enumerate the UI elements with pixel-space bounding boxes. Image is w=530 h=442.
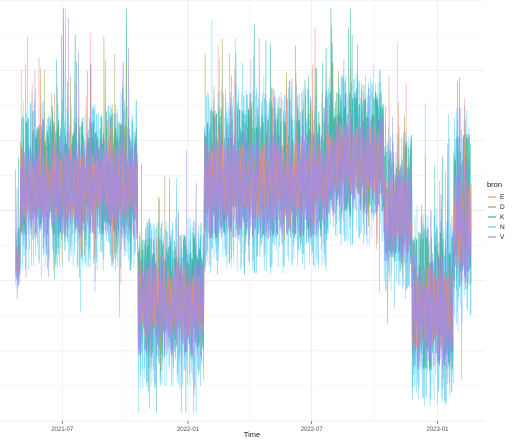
legend-label-E: E xyxy=(500,194,505,201)
x-tick-label: 2022-01 xyxy=(177,427,200,433)
legend-label-V: V xyxy=(500,234,505,241)
legend-label-D: D xyxy=(500,204,505,211)
x-axis: 2021-07 2022-01 2022-07 2023-01 xyxy=(51,421,449,433)
series-line-V xyxy=(15,18,472,413)
x-tick-label: 2022-07 xyxy=(301,427,324,433)
legend-label-N: N xyxy=(500,224,505,231)
x-tick-label: 2021-07 xyxy=(51,427,74,433)
x-axis-title: Time xyxy=(244,430,260,439)
legend-title: bron xyxy=(487,180,502,189)
x-tick-label: 2023-01 xyxy=(426,427,449,433)
legend-label-K: K xyxy=(500,214,505,221)
series-layer xyxy=(15,8,472,413)
